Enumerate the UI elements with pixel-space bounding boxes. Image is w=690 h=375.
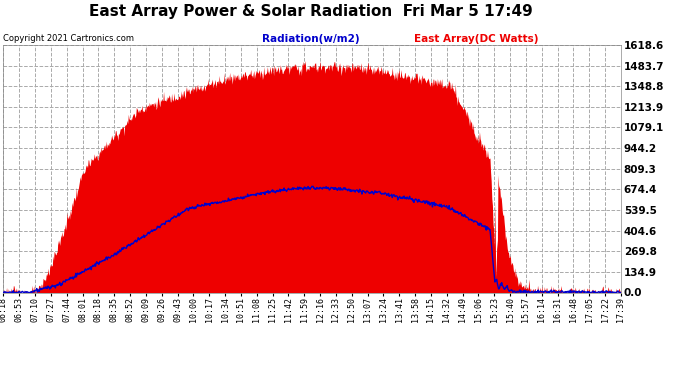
Text: Copyright 2021 Cartronics.com: Copyright 2021 Cartronics.com: [3, 34, 135, 43]
Text: Radiation(w/m2): Radiation(w/m2): [262, 34, 359, 44]
Text: East Array(DC Watts): East Array(DC Watts): [414, 34, 538, 44]
Text: East Array Power & Solar Radiation  Fri Mar 5 17:49: East Array Power & Solar Radiation Fri M…: [88, 4, 533, 19]
